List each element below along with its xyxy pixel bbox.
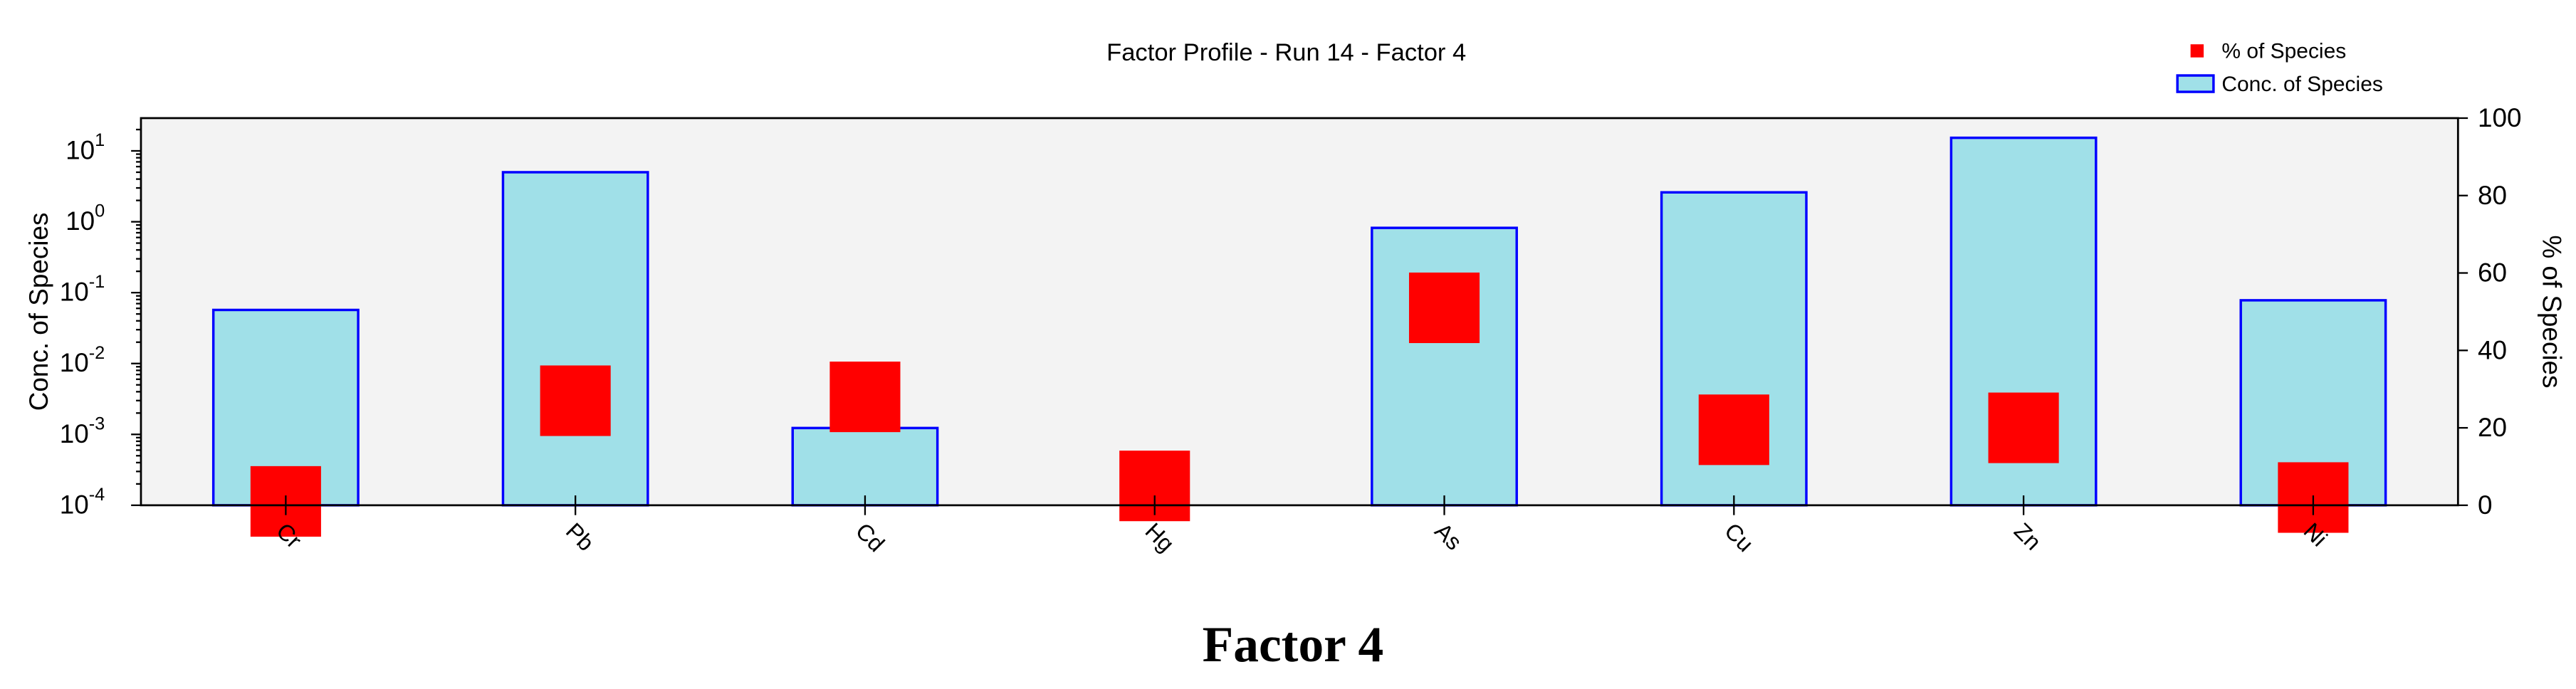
x-tick-label: As — [1430, 518, 1467, 555]
y-tick-base: 10 — [60, 490, 89, 519]
bar — [501, 171, 649, 507]
y-tick-base: 10 — [66, 136, 95, 165]
y-tick-exponent: -4 — [89, 485, 105, 505]
y-tick-label: 10-2 — [60, 343, 105, 377]
plot-frame — [140, 117, 2459, 507]
y-axis-title: Conc. of Species — [24, 213, 53, 411]
y-tick-base: 10 — [60, 419, 89, 448]
y-tick-exponent: 1 — [95, 130, 105, 150]
x-tick-label: Cd — [851, 518, 890, 557]
caption: Factor 4 — [1203, 616, 1384, 673]
y2-tick-label: 60 — [2478, 258, 2507, 288]
y2-tick-label: 0 — [2478, 490, 2493, 520]
y-tick-base: 10 — [60, 278, 89, 307]
bar — [791, 426, 939, 507]
y2-tick-label: 20 — [2478, 413, 2507, 442]
y-tick-base: 10 — [60, 348, 89, 377]
y-tick-exponent: -3 — [89, 414, 105, 433]
x-tick-label: Zn — [2009, 518, 2046, 555]
x-tick-label: Pb — [561, 518, 599, 556]
y2-tick-label: 80 — [2478, 181, 2507, 210]
y-tick-exponent: -1 — [89, 272, 105, 292]
legend-swatch — [2190, 44, 2204, 58]
y-tick-label: 100 — [66, 201, 105, 236]
y2-tick-label: 100 — [2478, 103, 2522, 132]
y-tick-label: 101 — [66, 130, 105, 164]
square-marker — [829, 362, 901, 433]
y-tick-label: 10-4 — [60, 485, 105, 519]
legend-label: % of Species — [2221, 40, 2346, 63]
y-tick-label: 10-1 — [60, 272, 105, 306]
y-tick-base: 10 — [66, 206, 95, 236]
square-marker — [1988, 392, 2059, 463]
y-tick-exponent: -2 — [89, 343, 105, 363]
square-marker — [540, 365, 611, 436]
legend-swatch — [2176, 74, 2215, 93]
x-tick-label: Cu — [1719, 518, 1759, 557]
y2-tick-label: 40 — [2478, 335, 2507, 364]
square-marker — [1408, 272, 1480, 344]
y2-axis-title: % of Species — [2538, 235, 2567, 388]
legend-label: Conc. of Species — [2221, 73, 2382, 96]
square-marker — [1698, 394, 1769, 466]
chart-title: Factor Profile - Run 14 - Factor 4 — [1106, 39, 1466, 66]
plot-area — [140, 117, 2459, 505]
y-tick-label: 10-3 — [60, 414, 105, 448]
y-tick-exponent: 0 — [95, 201, 105, 221]
bar — [1371, 226, 1518, 507]
x-tick-label: Hg — [1141, 518, 1180, 557]
